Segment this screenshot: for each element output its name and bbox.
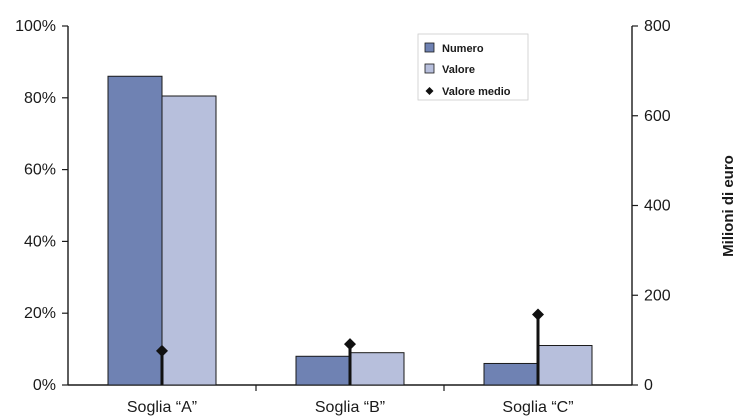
right-tick-label: 200: [644, 287, 671, 304]
valore-medio-marker: [532, 308, 544, 321]
legend-label-valore: Valore: [442, 64, 475, 76]
left-tick-label: 60%: [24, 162, 56, 179]
right-axis-ticks: 0 200 400 600 800: [632, 18, 671, 394]
left-tick-label: 40%: [24, 233, 56, 250]
right-tick-label: 0: [644, 377, 653, 394]
bar-valore: [161, 95, 217, 386]
legend-box: [417, 33, 529, 101]
left-tick-label: 100%: [15, 18, 56, 35]
valore-medio-markers: [156, 308, 544, 385]
legend-item-valore: Valore: [424, 63, 475, 76]
legend-item-valore-medio: Valore medio: [425, 86, 511, 98]
legend-swatch-numero: [424, 42, 435, 53]
right-tick-label: 800: [644, 18, 671, 35]
bar-numero: [107, 75, 163, 386]
category-label: Soglia “B”: [315, 399, 385, 416]
category-label: Soglia “A”: [127, 399, 197, 416]
bar-numero: [483, 362, 539, 386]
right-axis-title: Milioni di euro: [720, 155, 734, 257]
right-tick-label: 600: [644, 108, 671, 125]
valore-medio-marker: [156, 344, 168, 357]
bars: [107, 75, 593, 386]
valore-medio-marker: [344, 338, 356, 351]
bar-valore: [349, 352, 405, 386]
left-tick-label: 0%: [33, 377, 56, 394]
legend-swatch-valore: [424, 63, 435, 74]
left-tick-label: 20%: [24, 305, 56, 322]
bar-valore: [537, 345, 593, 386]
left-tick-label: 80%: [24, 90, 56, 107]
legend: Numero Valore Valore medio: [417, 33, 529, 101]
category-label: Soglia “C”: [502, 399, 573, 416]
x-axis-ticks: Soglia “A” Soglia “B” Soglia “C”: [127, 385, 574, 416]
right-tick-label: 400: [644, 198, 671, 215]
legend-item-numero: Numero: [424, 42, 484, 55]
left-axis-ticks: 0% 20% 40% 60% 80% 100%: [15, 18, 68, 394]
legend-diamond-icon: [425, 87, 434, 95]
bar-numero: [295, 355, 351, 386]
legend-label-valore-medio: Valore medio: [442, 86, 511, 98]
legend-label-numero: Numero: [442, 43, 484, 55]
